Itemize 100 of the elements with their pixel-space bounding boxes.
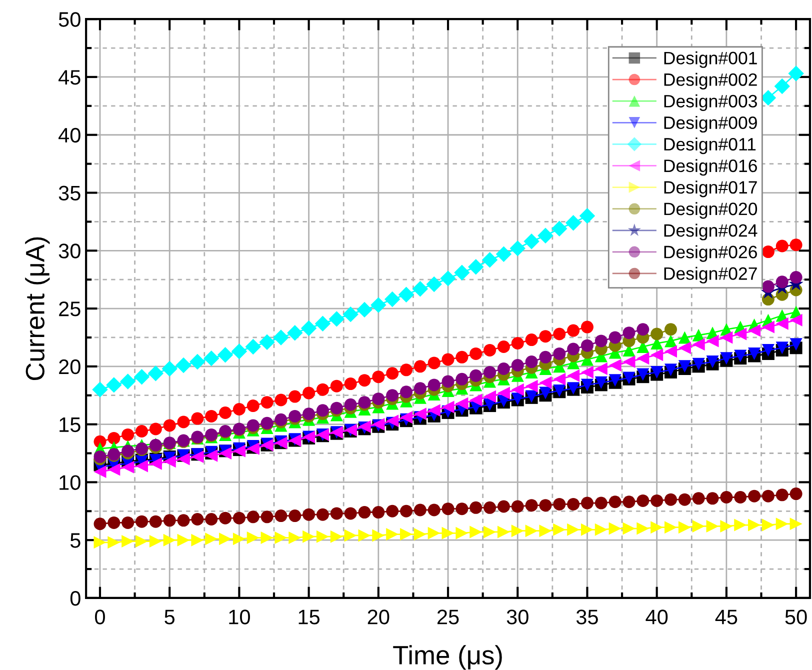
point [191, 512, 204, 526]
point [219, 447, 232, 460]
point [692, 358, 705, 370]
point [94, 466, 106, 478]
point [622, 522, 636, 535]
point [148, 366, 164, 382]
point [316, 530, 329, 543]
point [330, 530, 343, 543]
x-tick-label: 20 [368, 610, 390, 624]
point [400, 504, 413, 518]
point [191, 534, 204, 546]
point [553, 523, 566, 536]
point [136, 515, 148, 528]
point [302, 508, 316, 521]
point [580, 339, 594, 352]
point [205, 532, 218, 546]
point [219, 532, 232, 546]
y-tick-label: 50 [58, 12, 80, 27]
point [122, 444, 134, 458]
point [776, 240, 788, 252]
point [484, 390, 496, 403]
point [316, 383, 329, 396]
point [650, 366, 664, 378]
point [511, 337, 524, 350]
point [776, 317, 788, 330]
point [122, 460, 134, 474]
point [232, 512, 246, 524]
point [136, 425, 148, 438]
point [580, 378, 594, 392]
legend-label: Design#026 [664, 245, 757, 262]
point [108, 536, 120, 549]
point [120, 374, 136, 390]
legend-label: Design#003 [664, 94, 757, 111]
legend-label: Design#016 [664, 159, 757, 176]
point [122, 428, 134, 441]
point [330, 402, 343, 414]
point [484, 344, 496, 356]
point [539, 330, 552, 343]
point [260, 532, 274, 544]
x-tick-label: 5 [164, 610, 175, 624]
point [92, 382, 108, 398]
point [622, 496, 636, 508]
point [386, 528, 399, 541]
point [580, 366, 594, 378]
point [372, 529, 385, 542]
point [358, 374, 371, 387]
point [190, 354, 206, 370]
point [594, 496, 608, 510]
point [497, 362, 510, 375]
y-tick-label: 10 [60, 475, 80, 490]
point [314, 316, 331, 332]
point [217, 346, 234, 363]
point [720, 491, 733, 504]
point [524, 234, 540, 250]
point [219, 512, 232, 524]
point [232, 532, 246, 546]
point [762, 246, 774, 258]
point [664, 323, 678, 336]
point [608, 496, 622, 508]
point [790, 314, 802, 326]
y-tick-label: 25 [59, 302, 80, 316]
x-tick-label: 10 [229, 610, 250, 624]
point [302, 530, 316, 543]
point [454, 264, 470, 280]
point [594, 523, 608, 536]
point [539, 386, 552, 400]
y-tick-label: 5 [70, 533, 80, 548]
point [525, 356, 538, 368]
point [567, 498, 580, 510]
point [525, 380, 538, 392]
point [511, 524, 524, 538]
point [274, 532, 288, 544]
point [594, 334, 608, 348]
point [414, 528, 426, 541]
point [470, 394, 482, 406]
point [636, 522, 650, 535]
point [636, 352, 650, 365]
point [456, 372, 468, 386]
point [414, 504, 426, 516]
point [177, 534, 190, 546]
point [316, 508, 329, 521]
x-tick-label: 30 [506, 610, 528, 624]
point [580, 320, 594, 334]
point [567, 342, 580, 356]
point [412, 280, 428, 297]
point [442, 502, 454, 516]
point [163, 455, 176, 468]
point [678, 493, 691, 506]
point [468, 259, 484, 275]
y-axis-title: Current (μA) [25, 237, 50, 380]
point [414, 360, 426, 373]
point [344, 507, 357, 520]
point [580, 496, 594, 510]
point [790, 238, 802, 252]
point [372, 392, 385, 406]
point [288, 410, 302, 422]
point [525, 524, 538, 538]
point [428, 404, 440, 417]
point [538, 228, 554, 244]
legend-label: Design#024 [664, 224, 758, 240]
